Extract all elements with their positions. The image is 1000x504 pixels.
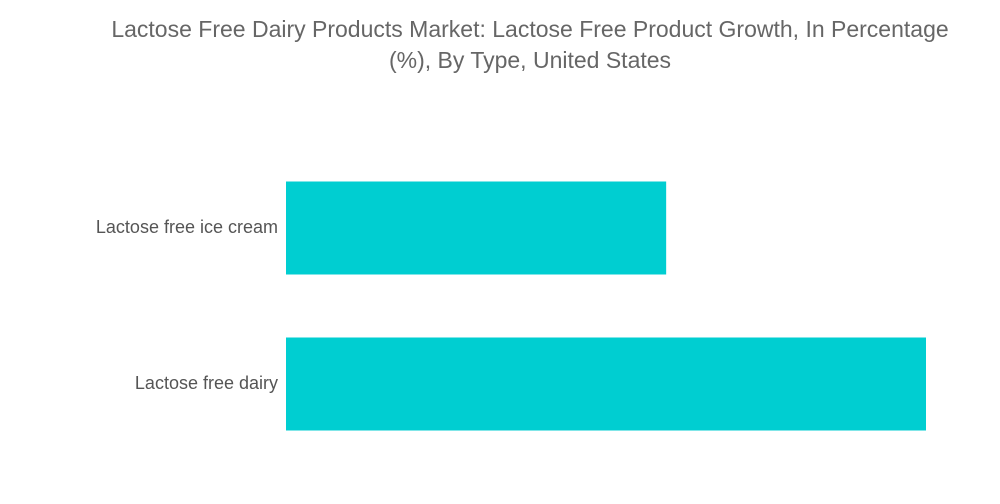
category-label-1: Lactose free ice cream (96, 217, 278, 237)
chart-title: Lactose Free Dairy Products Market: Lact… (111, 16, 949, 73)
bars-group (286, 181, 926, 431)
bar-1 (286, 181, 667, 275)
category-label-2: Lactose free dairy (135, 373, 278, 393)
bar-2 (286, 337, 926, 431)
category-labels-group: Lactose free ice cream Lactose free dairy (96, 217, 278, 393)
